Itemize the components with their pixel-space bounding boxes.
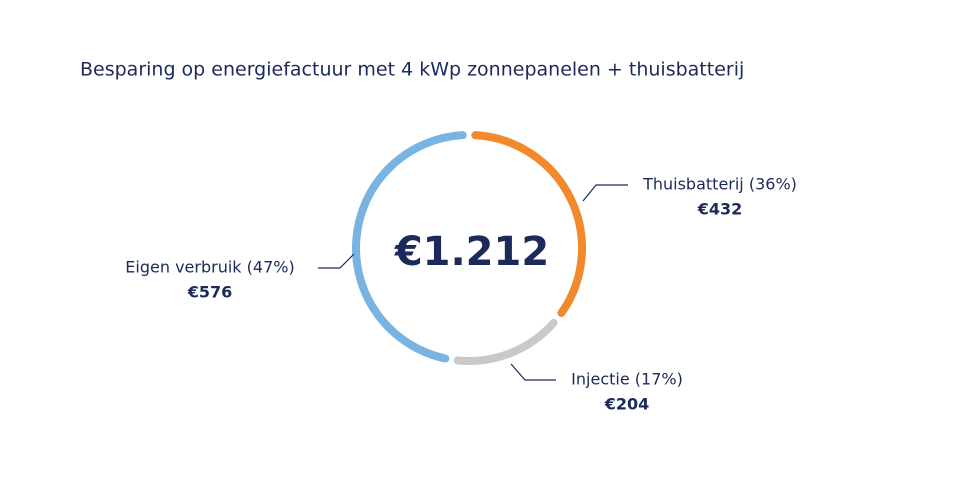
leader-line — [318, 253, 355, 269]
chart-title: Besparing op energiefactuur met 4 kWp zo… — [80, 59, 744, 81]
donut-segment — [453, 318, 558, 365]
donut-segment — [471, 131, 586, 318]
donut-segment — [352, 131, 467, 363]
slice-label: Eigen verbruik (47%) — [125, 258, 294, 277]
slice-value: €432 — [697, 200, 743, 219]
slice-label: Injectie (17%) — [571, 370, 683, 389]
center-total: €1.212 — [394, 229, 549, 275]
slice-value: €576 — [187, 283, 233, 302]
leader-line — [582, 184, 628, 202]
slice-label: Thuisbatterij (36%) — [642, 175, 797, 194]
slice-value: €204 — [604, 395, 650, 414]
leader-line — [510, 363, 556, 381]
